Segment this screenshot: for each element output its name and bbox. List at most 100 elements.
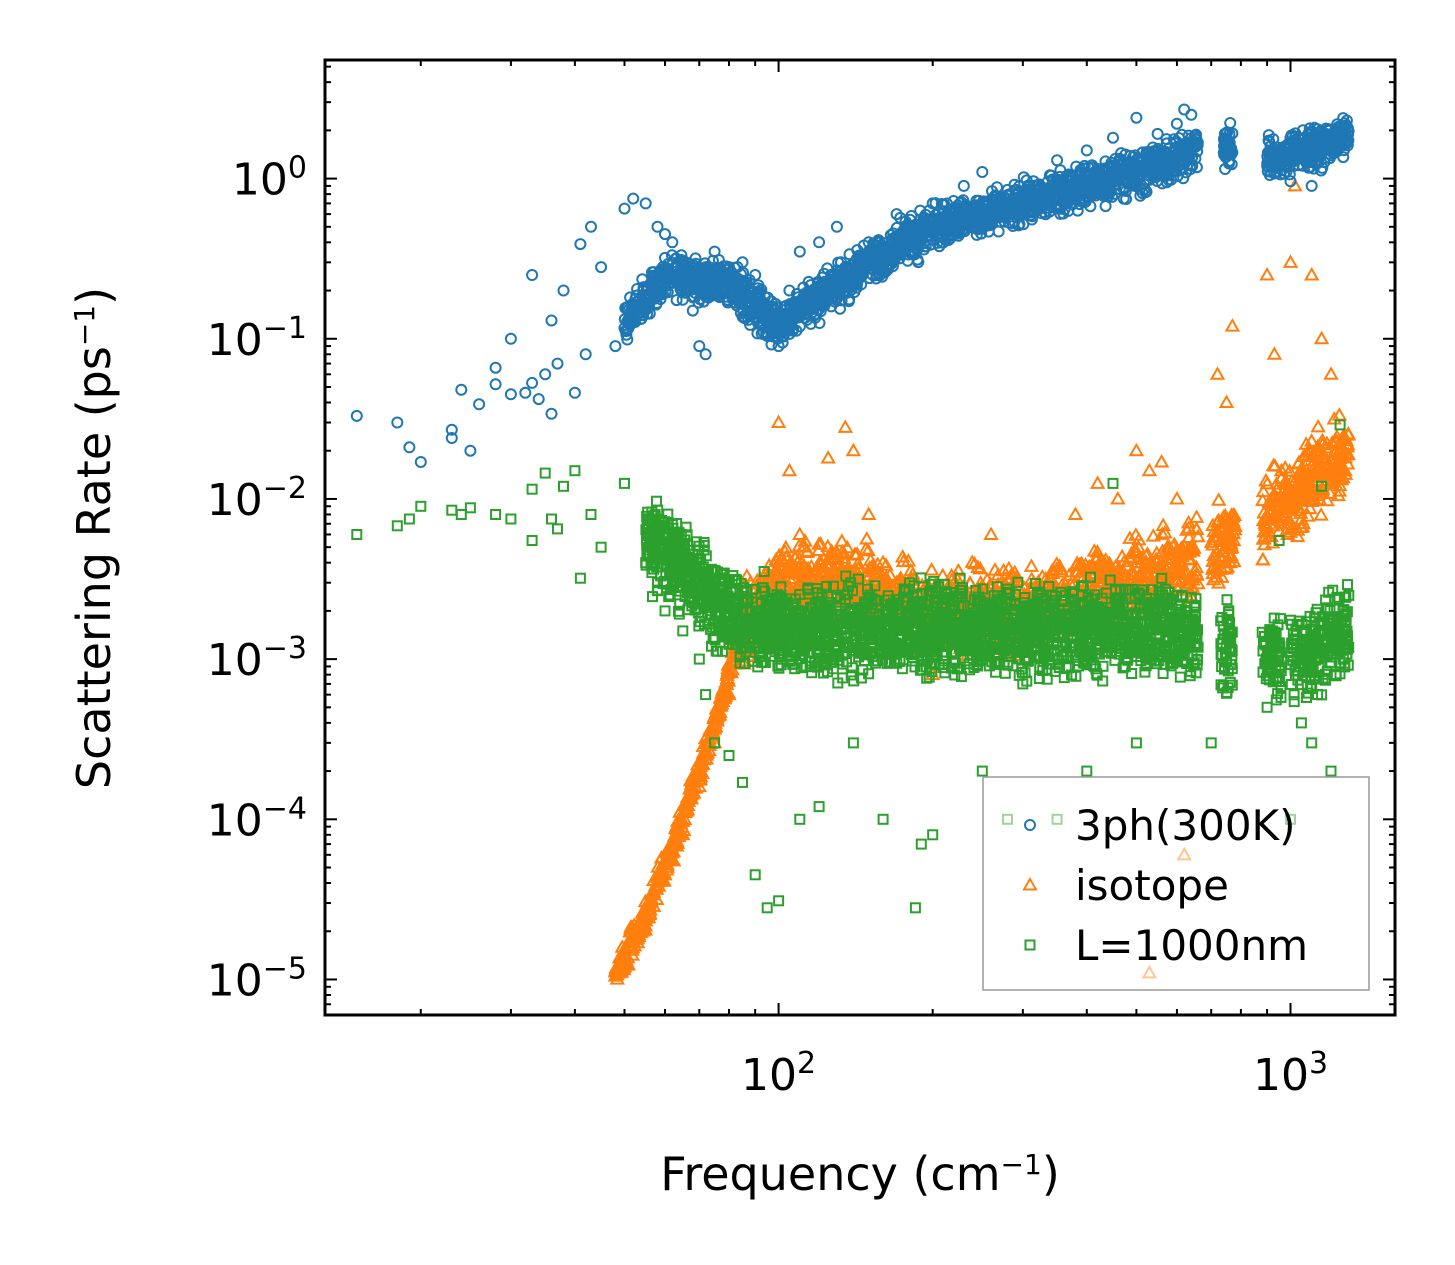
data-point <box>1105 170 1118 183</box>
data-point <box>860 542 876 557</box>
data-point <box>894 548 911 563</box>
data-point <box>1310 438 1326 453</box>
data-point <box>974 214 987 227</box>
data-point <box>1170 117 1183 130</box>
data-point <box>957 179 970 192</box>
data-point <box>1322 123 1335 136</box>
data-point <box>1319 492 1335 507</box>
data-point <box>1226 532 1242 547</box>
data-point <box>691 778 708 793</box>
data-point <box>1291 454 1307 469</box>
data-point <box>1086 543 1103 557</box>
data-point <box>1188 509 1205 523</box>
data-point <box>1025 213 1038 226</box>
data-point <box>1108 167 1121 180</box>
data-point <box>1124 566 1140 580</box>
data-point <box>710 261 723 274</box>
data-point <box>1215 509 1232 523</box>
data-point <box>1254 492 1271 507</box>
data-point <box>1303 479 1320 494</box>
data-point <box>699 348 712 361</box>
data-point <box>1212 520 1228 535</box>
data-point <box>1266 346 1283 360</box>
data-point <box>526 376 539 389</box>
data-point <box>1178 157 1191 170</box>
data-point <box>607 968 624 982</box>
data-point <box>970 559 986 574</box>
data-point <box>787 549 804 564</box>
data-point <box>799 544 815 559</box>
data-point <box>1102 183 1114 196</box>
data-point <box>609 340 622 353</box>
data-point <box>1048 561 1065 575</box>
data-point <box>1125 175 1138 188</box>
data-point <box>1281 510 1297 525</box>
data-point <box>861 506 877 520</box>
data-point <box>850 555 866 570</box>
data-point <box>668 817 685 832</box>
data-point <box>728 286 741 299</box>
data-point <box>1213 549 1229 563</box>
data-point <box>858 541 874 555</box>
data-point <box>1186 151 1199 164</box>
data-point <box>545 407 558 420</box>
data-point <box>833 288 846 301</box>
data-point <box>870 253 883 266</box>
data-point <box>686 261 699 274</box>
data-point <box>681 788 698 803</box>
data-point <box>1020 174 1033 187</box>
data-point <box>616 958 633 973</box>
data-point <box>942 234 955 246</box>
data-point <box>1314 147 1327 160</box>
data-point <box>1032 185 1045 197</box>
data-point <box>821 262 834 275</box>
data-point <box>1323 366 1339 380</box>
data-point <box>698 751 714 765</box>
data-point <box>1107 131 1119 144</box>
data-point <box>908 220 921 233</box>
data-point <box>1075 168 1088 181</box>
data-point <box>863 262 876 275</box>
data-point <box>1298 436 1314 450</box>
data-point <box>675 813 691 827</box>
data-point <box>1282 524 1299 538</box>
data-point <box>1276 490 1293 504</box>
data-point <box>1324 435 1340 450</box>
data-point <box>949 218 962 231</box>
data-point <box>713 698 729 712</box>
data-point <box>1335 135 1348 148</box>
data-point <box>585 220 597 233</box>
data-point <box>955 216 968 229</box>
data-point <box>1061 567 1077 581</box>
data-point <box>489 378 502 391</box>
data-point <box>1210 492 1227 506</box>
data-point <box>824 277 837 290</box>
data-point <box>1166 536 1183 550</box>
data-point <box>673 275 686 288</box>
data-point <box>1283 155 1296 168</box>
data-point <box>1128 527 1144 541</box>
data-point <box>1322 475 1339 490</box>
data-point <box>649 269 662 282</box>
data-point <box>1140 568 1156 583</box>
data-point <box>865 243 878 256</box>
data-point <box>663 267 676 280</box>
data-point <box>859 531 875 545</box>
data-point <box>845 442 862 457</box>
data-point <box>1309 467 1326 482</box>
data-point <box>1280 487 1297 501</box>
data-point <box>895 240 908 253</box>
data-point <box>629 930 646 945</box>
data-point <box>1110 490 1126 505</box>
data-point <box>1186 569 1203 583</box>
data-point <box>1051 558 1068 572</box>
data-point <box>836 545 852 559</box>
data-point <box>1310 418 1326 433</box>
data-point <box>1303 433 1320 447</box>
data-point <box>689 756 706 771</box>
data-point <box>504 388 517 401</box>
data-point <box>751 316 764 329</box>
data-point <box>669 835 686 849</box>
data-point <box>1053 193 1066 206</box>
data-point <box>769 567 786 582</box>
